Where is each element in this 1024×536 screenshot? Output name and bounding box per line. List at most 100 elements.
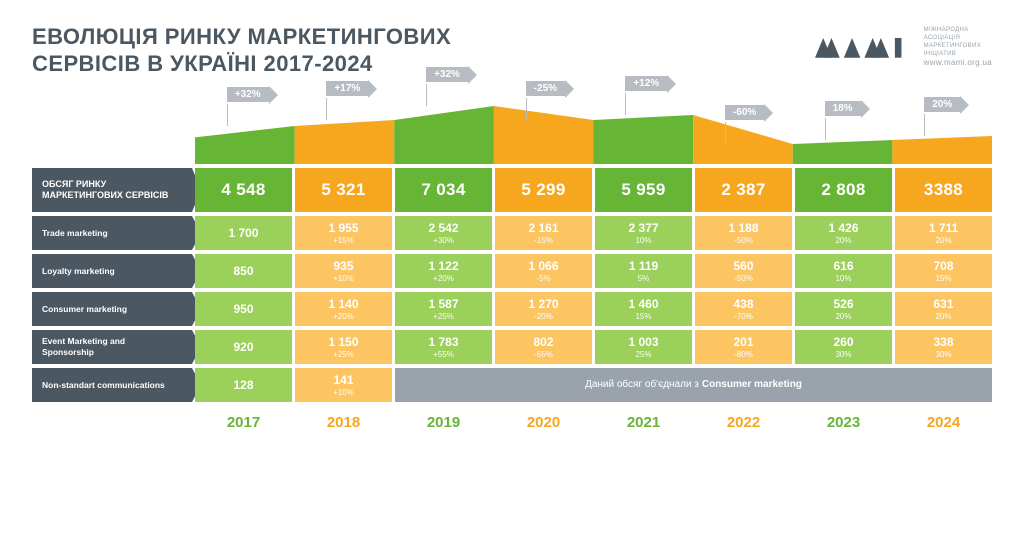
cell-value: 1 122 <box>428 259 458 273</box>
cell-value: 2 377 <box>628 221 658 235</box>
cell-percent: 10% <box>835 274 851 283</box>
flag-label: -25% <box>526 81 565 96</box>
row-label-category: Consumer marketing <box>32 292 192 326</box>
data-cell: 1 150+25% <box>295 330 392 364</box>
data-cell: 63120% <box>895 292 992 326</box>
data-cell: 1 122+20% <box>395 254 492 288</box>
cell-value: 1 783 <box>428 335 458 349</box>
year-label: 2018 <box>295 406 392 431</box>
trend-area-chart: +32% +17% +32% -25% +12% -60% 18 <box>195 84 992 164</box>
data-cell: 1 700 <box>195 216 292 250</box>
data-cell: 1 46015% <box>595 292 692 326</box>
total-cell: 4 548 <box>195 168 292 212</box>
cell-percent: 30% <box>835 350 851 359</box>
cell-percent: 5% <box>638 274 650 283</box>
year-label: 2023 <box>795 406 892 431</box>
cell-percent: +25% <box>433 312 454 321</box>
data-cell: 1 140+20% <box>295 292 392 326</box>
cell-percent: +30% <box>433 236 454 245</box>
growth-flag: +32% <box>195 84 295 164</box>
row-label-total: ОБСЯГ РИНКУ МАРКЕТИНГОВИХ СЕРВІСІВ <box>32 168 192 212</box>
data-cell: 1 00325% <box>595 330 692 364</box>
cell-percent: -50% <box>734 274 753 283</box>
cell-value: 1 460 <box>628 297 658 311</box>
cell-percent: -80% <box>734 350 753 359</box>
total-cell: 3388 <box>895 168 992 212</box>
cell-percent: 20% <box>835 236 851 245</box>
data-cell: 70815% <box>895 254 992 288</box>
cell-percent: +10% <box>333 274 354 283</box>
data-cell: 2 37710% <box>595 216 692 250</box>
cell-percent: -50% <box>734 236 753 245</box>
title-line-2: СЕРВІСІВ В УКРАЇНІ 2017-2024 <box>32 51 373 76</box>
cell-percent: 20% <box>935 312 951 321</box>
total-cell: 5 959 <box>595 168 692 212</box>
data-cell: 1 587+25% <box>395 292 492 326</box>
cell-value: 128 <box>233 378 253 392</box>
year-label: 2019 <box>395 406 492 431</box>
cell-value: 260 <box>833 335 853 349</box>
data-cell: 33830% <box>895 330 992 364</box>
year-label: 2017 <box>195 406 292 431</box>
data-cell: 1 066-5% <box>495 254 592 288</box>
cell-value: 438 <box>733 297 753 311</box>
total-cell: 2 808 <box>795 168 892 212</box>
cell-percent: +25% <box>333 350 354 359</box>
cell-value: 1 140 <box>328 297 358 311</box>
data-cell: 1 71120% <box>895 216 992 250</box>
cell-value: 2 542 <box>428 221 458 235</box>
data-cell: 2 161-15% <box>495 216 592 250</box>
cell-percent: 15% <box>935 274 951 283</box>
merged-note: Даний обсяг об'єднали з Consumer marketi… <box>395 368 992 402</box>
data-cell: 802-55% <box>495 330 592 364</box>
cell-value: 526 <box>833 297 853 311</box>
cell-value: 708 <box>933 259 953 273</box>
cell-percent: +20% <box>433 274 454 283</box>
cell-value: 1 426 <box>828 221 858 235</box>
row-label-category: Event Marketing and Sponsorship <box>32 330 192 364</box>
cell-percent: 20% <box>935 236 951 245</box>
cell-value: 1 119 <box>629 259 658 273</box>
cell-percent: +15% <box>333 236 354 245</box>
data-cell: 950 <box>195 292 292 326</box>
data-cell: 52620% <box>795 292 892 326</box>
cell-value: 338 <box>933 335 953 349</box>
mami-logo-icon <box>815 33 914 61</box>
brand-text: МІЖНАРОДНА АСОЦІАЦІЯ МАРКЕТИНГОВИХ ІНІЦІ… <box>924 26 992 67</box>
cell-value: 201 <box>733 335 753 349</box>
flag-label: -60% <box>725 105 764 120</box>
cell-value: 802 <box>533 335 553 349</box>
year-label: 2020 <box>495 406 592 431</box>
data-cell: 1 1195% <box>595 254 692 288</box>
cell-percent: +20% <box>333 312 354 321</box>
growth-flag: -60% <box>693 84 793 164</box>
flag-label: 20% <box>924 97 960 112</box>
infographic-root: ЕВОЛЮЦІЯ РИНКУ МАРКЕТИНГОВИХ СЕРВІСІВ В … <box>0 0 1024 449</box>
total-cell: 2 387 <box>695 168 792 212</box>
data-cell: 201-80% <box>695 330 792 364</box>
cell-value: 920 <box>233 340 253 354</box>
brand-url: www.mami.org.ua <box>924 58 992 67</box>
data-cell: 438-70% <box>695 292 792 326</box>
year-label: 2021 <box>595 406 692 431</box>
cell-value: 1 188 <box>728 221 758 235</box>
cell-value: 631 <box>933 297 953 311</box>
growth-flag: 18% <box>793 84 893 164</box>
data-cell: 128 <box>195 368 292 402</box>
cell-value: 141 <box>333 373 353 387</box>
flag-label: 18% <box>825 101 861 116</box>
data-cell: 920 <box>195 330 292 364</box>
growth-flag: +32% <box>394 84 494 164</box>
data-cell: 61610% <box>795 254 892 288</box>
flag-label: +32% <box>227 87 269 102</box>
cell-value: 1 587 <box>428 297 458 311</box>
growth-flag: +12% <box>594 84 694 164</box>
data-cell: 2 542+30% <box>395 216 492 250</box>
data-cell: 1 42620% <box>795 216 892 250</box>
cell-value: 616 <box>833 259 853 273</box>
header: ЕВОЛЮЦІЯ РИНКУ МАРКЕТИНГОВИХ СЕРВІСІВ В … <box>32 24 992 78</box>
cell-value: 950 <box>233 302 253 316</box>
cell-percent: 20% <box>835 312 851 321</box>
year-label: 2022 <box>695 406 792 431</box>
cell-percent: 30% <box>935 350 951 359</box>
